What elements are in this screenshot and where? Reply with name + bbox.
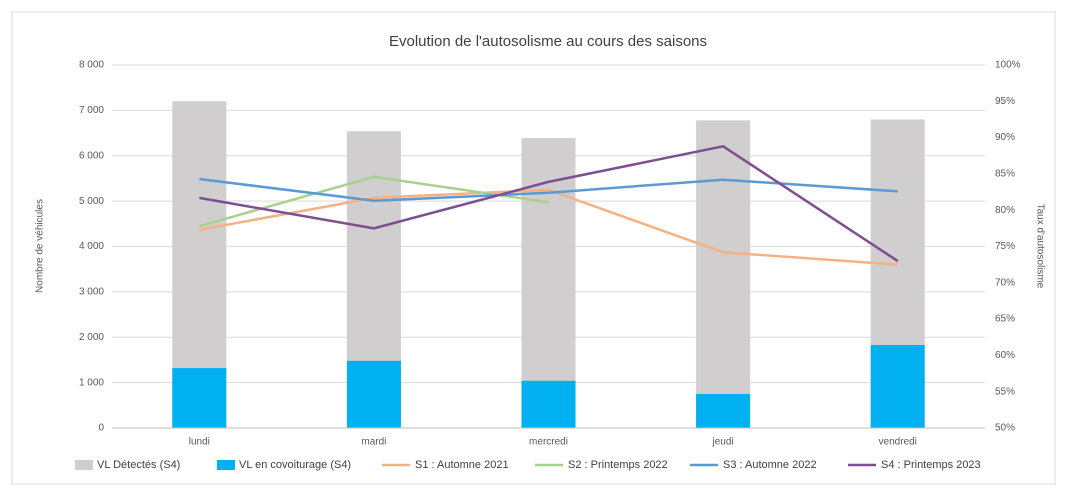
y2-tick-label: 65% <box>995 314 1015 325</box>
y-tick-label: 6 000 <box>79 150 104 161</box>
y2-tick-label: 95% <box>995 96 1015 107</box>
x-tick-label: mercredi <box>529 437 568 448</box>
y2-tick-label: 50% <box>995 423 1015 434</box>
y-tick-label: 0 <box>98 423 104 434</box>
legend-label: S1 : Automne 2021 <box>415 459 509 471</box>
bar <box>521 380 576 428</box>
y-tick-label: 8 000 <box>79 60 104 71</box>
x-tick-label: lundi <box>189 437 210 448</box>
y2-tick-label: 70% <box>995 277 1015 288</box>
line <box>198 175 549 228</box>
y-tick-label: 3 000 <box>79 287 104 298</box>
x-tick-label: vendredi <box>879 437 917 448</box>
y2-axis-label: Taux d'autosolisme <box>1034 204 1045 289</box>
legend-label: VL en covoiturage (S4) <box>239 459 351 471</box>
line <box>199 145 899 263</box>
y2-tick-label: 85% <box>995 169 1015 180</box>
y-tick-label: 5 000 <box>79 196 104 207</box>
y-tick-label: 1 000 <box>79 377 104 388</box>
bar <box>870 344 925 428</box>
x-tick-label: mardi <box>361 437 386 448</box>
bar <box>696 393 751 428</box>
y2-tick-label: 80% <box>995 205 1015 216</box>
y-axis-label: Nombre de véhicules <box>35 199 46 293</box>
legend-label: S3 : Automne 2022 <box>723 459 817 471</box>
legend-label: S2 : Printemps 2022 <box>568 459 668 471</box>
bar <box>346 360 401 428</box>
y2-tick-label: 100% <box>995 60 1021 71</box>
y2-tick-label: 60% <box>995 350 1015 361</box>
legend-swatch <box>75 460 93 470</box>
y2-tick-label: 90% <box>995 132 1015 143</box>
bar <box>696 120 751 429</box>
legend-label: S4 : Printemps 2023 <box>881 459 981 471</box>
y2-tick-label: 75% <box>995 241 1015 252</box>
y-tick-label: 7 000 <box>79 105 104 116</box>
y-tick-label: 2 000 <box>79 332 104 343</box>
chart-title: Evolution de l'autosolisme au cours des … <box>389 33 707 50</box>
legend-label: VL Détectés (S4) <box>97 459 180 471</box>
line <box>199 188 898 266</box>
bar <box>172 368 227 428</box>
legend-swatch <box>217 460 235 470</box>
y-tick-label: 4 000 <box>79 241 104 252</box>
y2-tick-label: 55% <box>995 386 1015 397</box>
x-tick-label: jeudi <box>712 437 734 448</box>
